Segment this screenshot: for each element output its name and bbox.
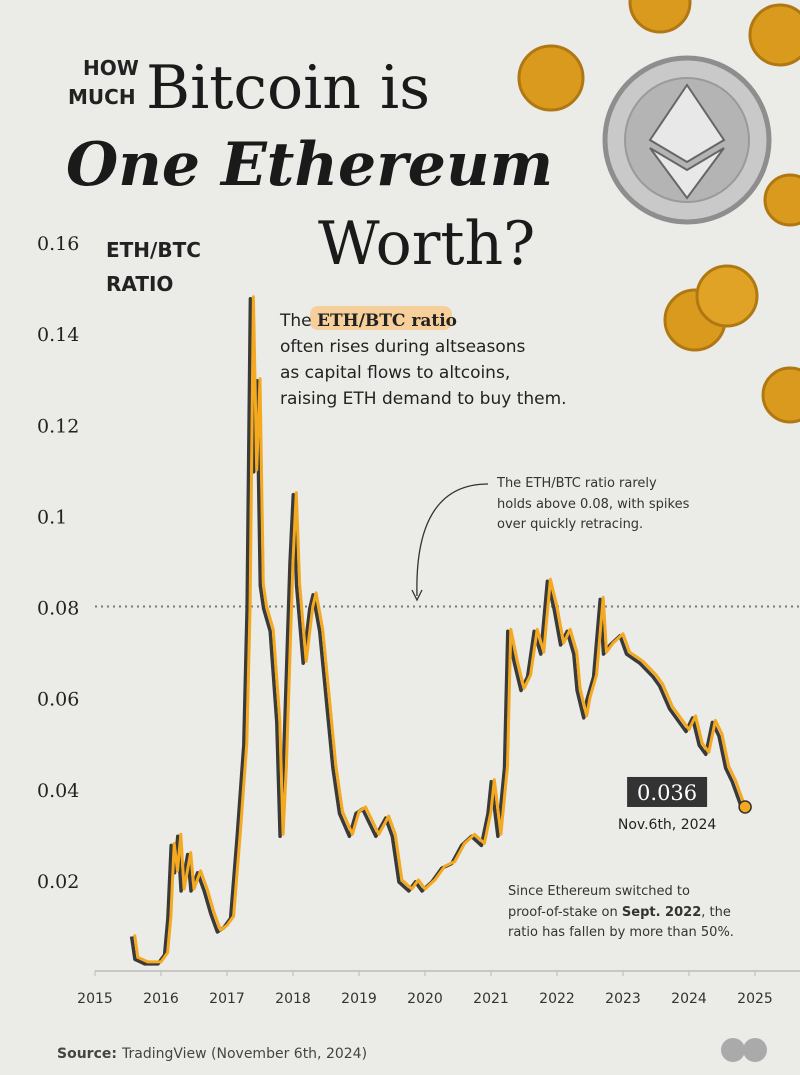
y-tick-label: 0.08 — [37, 598, 79, 620]
x-tick-label: 2023 — [605, 991, 641, 1007]
source: TradingView (November 6th, 2024) — [121, 1046, 367, 1062]
plot: 0.02 0.04 0.06 0.08 0.1 0.12 0.14 0.16 2015 2016 2… — [37, 233, 800, 1007]
pos-note: proof-of-stake on Sept. 2022, the — [508, 905, 731, 920]
title: One Ethereum — [66, 130, 553, 200]
title: Worth? — [318, 209, 535, 279]
x-tick-label: 2022 — [539, 991, 575, 1007]
x-tick-label: 2015 — [77, 991, 113, 1007]
pos-note-text: proof-of-stake on — [508, 905, 622, 920]
pos-note-bold: Sept. 2022 — [622, 905, 701, 920]
x-tick-label: 2018 — [275, 991, 311, 1007]
callout: raising ETH demand to buy them. — [280, 389, 567, 409]
title: Bitcoin is — [146, 53, 430, 123]
x-tick-label: 2019 — [341, 991, 377, 1007]
y-axis-label: RATIO — [106, 272, 173, 296]
y-tick-label: 0.12 — [37, 415, 79, 437]
callout-text: The — [279, 311, 317, 331]
y-tick-label: 0.14 — [37, 324, 79, 346]
y-tick-label: 0.06 — [37, 689, 79, 711]
x-tick-label: 2021 — [473, 991, 509, 1007]
title-small: MUCH — [68, 85, 136, 109]
line — [133, 295, 747, 964]
x-tick-label: 2020 — [407, 991, 443, 1007]
y-tick-label: 0.02 — [37, 871, 79, 893]
callout: The ETH/BTC ratio — [279, 311, 457, 331]
end-label: 0.036 — [637, 781, 697, 805]
callout: as capital flows to altcoins, — [280, 363, 510, 383]
title-small: HOW — [83, 56, 139, 80]
reference-note: holds above 0.08, with spikes — [497, 497, 690, 512]
end-point — [738, 800, 752, 814]
reference-note: over quickly retracing. — [497, 517, 643, 532]
highlight — [310, 306, 452, 330]
pos-note-text: , the — [701, 905, 731, 920]
y-tick-label: 0.04 — [37, 780, 79, 802]
x-tick-label: 2025 — [737, 991, 773, 1007]
x-tick-label: 2017 — [209, 991, 245, 1007]
x-tick-label: 2024 — [671, 991, 707, 1007]
arrow — [416, 483, 489, 597]
coins — [517, 0, 800, 424]
logo — [721, 1038, 767, 1062]
pos-note: ratio has fallen by more than 50%. — [508, 925, 734, 940]
end-label-box — [627, 776, 708, 807]
y-tick-label: 0.16 — [37, 233, 79, 255]
arrow-head — [411, 589, 423, 602]
y-tick-label: 0.1 — [37, 506, 67, 528]
x-tick-label: 2016 — [143, 991, 179, 1007]
source-label: Source: — [57, 1046, 117, 1062]
reference-note: The ETH/BTC ratio rarely — [496, 476, 657, 491]
end-date: Nov.6th, 2024 — [618, 817, 717, 833]
pos-note: Since Ethereum switched to — [508, 884, 690, 899]
y-axis-label: ETH/BTC — [106, 238, 201, 262]
callout: often rises during altseasons — [280, 337, 525, 357]
callout-bold: ETH/BTC ratio — [317, 311, 457, 331]
